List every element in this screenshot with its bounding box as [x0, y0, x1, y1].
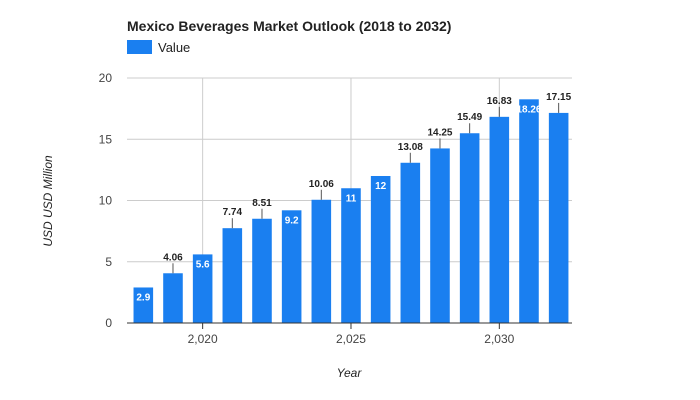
- bar: [281, 210, 302, 323]
- data-label: 12: [375, 181, 387, 192]
- legend-label: Value: [158, 40, 190, 55]
- bar: [489, 116, 510, 324]
- data-label: 8.51: [252, 198, 272, 209]
- y-axis-label: USD USD Million: [41, 155, 55, 247]
- y-tick-label: 15: [99, 132, 113, 146]
- bar: [252, 218, 272, 323]
- y-tick-label: 0: [105, 316, 112, 330]
- data-label: 5.6: [196, 259, 210, 270]
- y-tick-label: 20: [99, 71, 113, 85]
- bar: [370, 176, 391, 323]
- data-label: 4.06: [163, 252, 183, 263]
- x-tick-label: 2,030: [484, 332, 514, 346]
- data-label: 9.2: [285, 215, 299, 226]
- data-label: 17.15: [546, 92, 571, 103]
- bar: [519, 99, 539, 323]
- y-tick-label: 10: [99, 194, 113, 208]
- bar: [163, 273, 183, 323]
- bar: [192, 254, 213, 323]
- x-tick-label: 2,025: [336, 332, 366, 346]
- data-label: 2.9: [136, 292, 150, 303]
- x-tick-label: 2,020: [188, 332, 218, 346]
- data-label: 11: [346, 193, 357, 204]
- bar: [430, 148, 450, 323]
- legend-swatch: [127, 40, 152, 54]
- data-label: 18.26: [516, 104, 541, 115]
- data-label: 13.08: [398, 142, 423, 153]
- data-label: 16.83: [487, 96, 512, 107]
- y-tick-label: 5: [105, 255, 112, 269]
- data-label: 7.74: [223, 207, 243, 218]
- data-label: 14.25: [427, 127, 452, 138]
- bar: [311, 199, 332, 323]
- chart-title: Mexico Beverages Market Outlook (2018 to…: [127, 18, 451, 34]
- bar: [341, 188, 361, 323]
- data-label: 15.49: [457, 112, 482, 123]
- data-label: 10.06: [309, 179, 334, 190]
- bar: [222, 228, 243, 323]
- bar: [133, 287, 154, 323]
- bar: [400, 162, 421, 323]
- bar: [459, 133, 480, 323]
- bar: [548, 112, 569, 323]
- x-axis-label: Year: [337, 366, 363, 380]
